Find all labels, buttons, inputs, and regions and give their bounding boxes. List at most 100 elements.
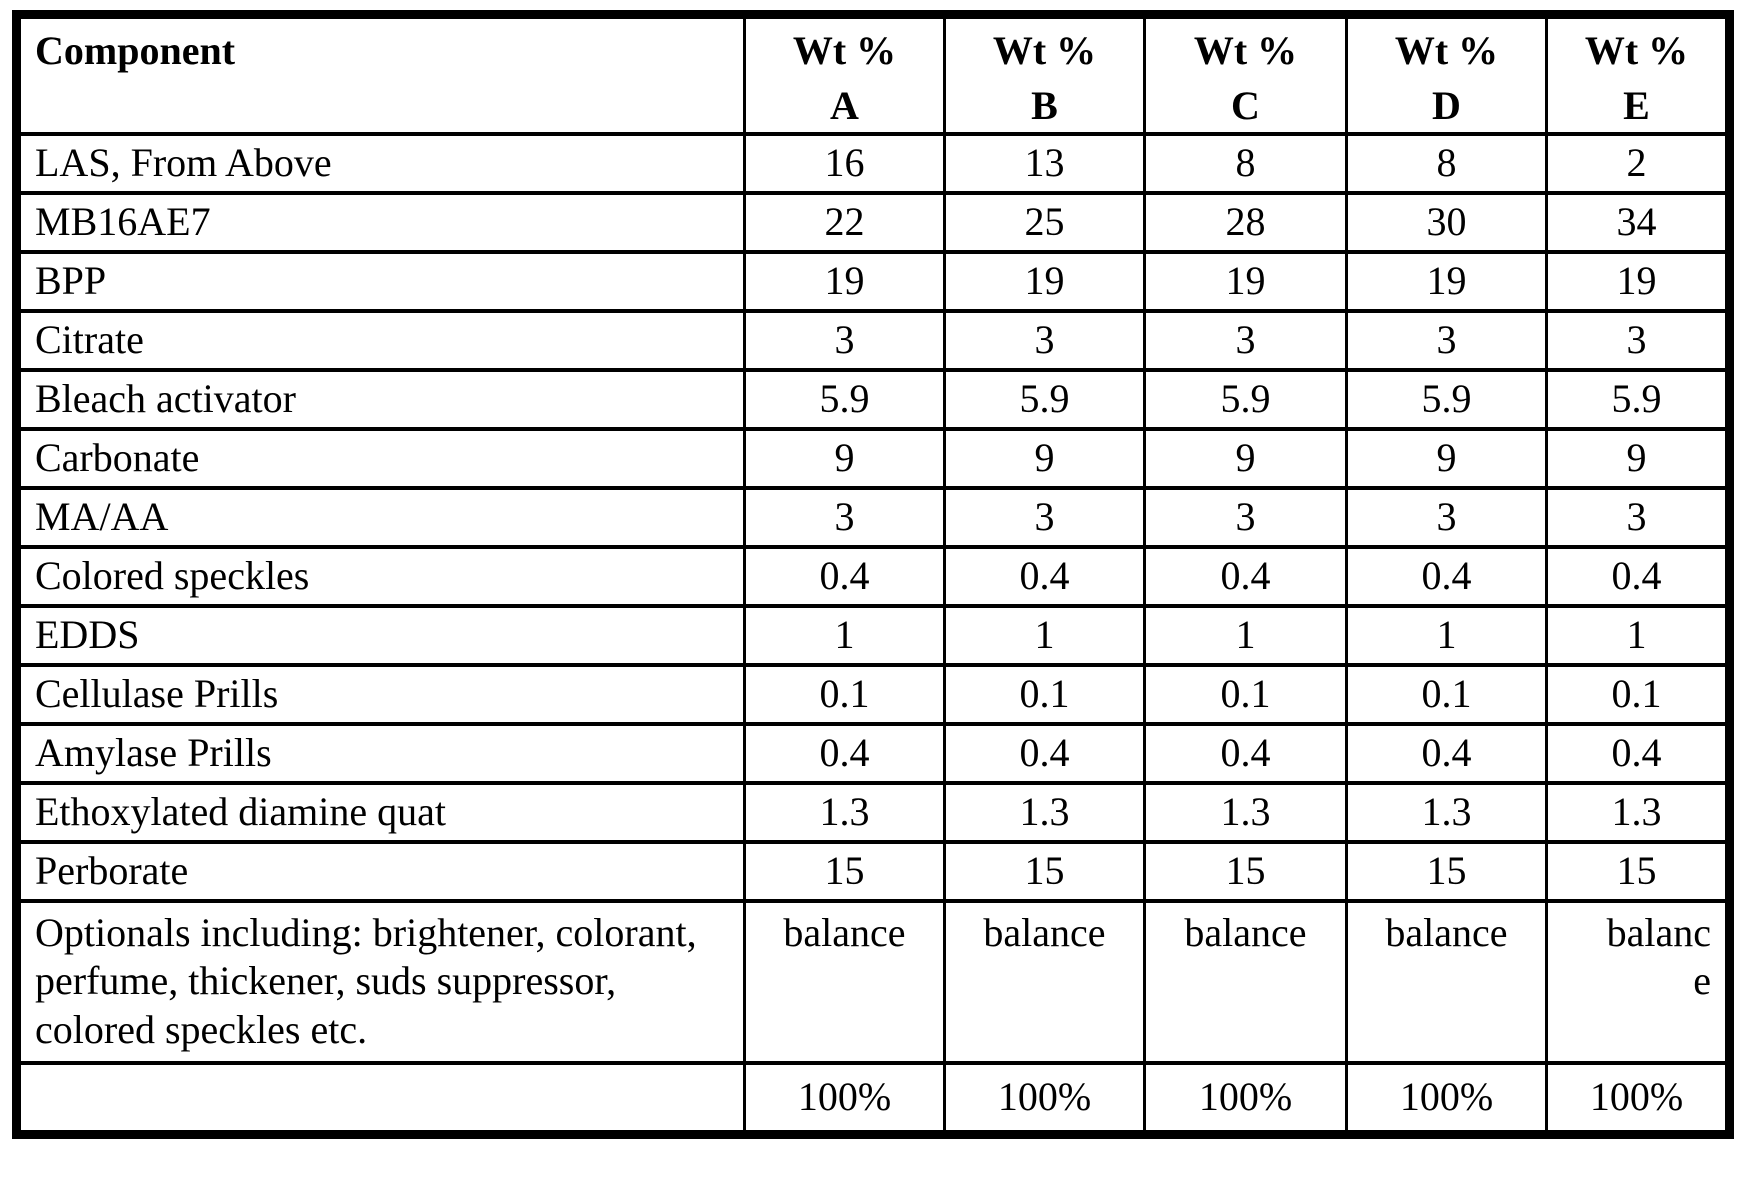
value-cell: 3: [1345, 308, 1548, 372]
value-cell: 0.1: [1143, 662, 1348, 726]
value-cell: 19: [1345, 249, 1548, 313]
value-cell: 1: [943, 603, 1146, 667]
component-cell: Colored speckles: [15, 544, 746, 608]
value-cell: 5.9: [943, 367, 1146, 431]
value-cell: 3: [1345, 485, 1548, 549]
value-cell: 9: [943, 426, 1146, 490]
column-header-wt-d: Wt % D: [1345, 12, 1548, 136]
component-cell: LAS, From Above: [15, 131, 746, 195]
value-cell: 15: [1345, 839, 1548, 903]
table-row: Ethoxylated diamine quat 1.3 1.3 1.3 1.3 1.3: [15, 780, 1731, 844]
value-cell: 2: [1545, 131, 1731, 195]
value-cell: 100%: [1143, 1060, 1348, 1137]
table-row: Optionals including: brightener, coloran…: [15, 898, 1731, 1065]
table-row: MA/AA 3 3 3 3 3: [15, 485, 1731, 549]
value-cell: balanc e: [1545, 898, 1731, 1065]
value-cell: 28: [1143, 190, 1348, 254]
column-letter-d: D: [1432, 82, 1461, 128]
table-row: BPP 19 19 19 19 19: [15, 249, 1731, 313]
value-cell: balance: [1345, 898, 1548, 1065]
value-cell: 100%: [743, 1060, 946, 1137]
value-cell: 3: [1545, 485, 1731, 549]
value-cell: 0.4: [1143, 721, 1348, 785]
value-cell: balance: [1143, 898, 1348, 1065]
value-cell: 5.9: [743, 367, 946, 431]
component-cell: EDDS: [15, 603, 746, 667]
column-letter-b: B: [1031, 82, 1058, 128]
value-cell: 8: [1143, 131, 1348, 195]
component-cell: Citrate: [15, 308, 746, 372]
value-cell: 0.1: [743, 662, 946, 726]
table-row: Amylase Prills 0.4 0.4 0.4 0.4 0.4: [15, 721, 1731, 785]
value-cell: 1: [1143, 603, 1348, 667]
value-cell: 15: [1143, 839, 1348, 903]
component-cell: Bleach activator: [15, 367, 746, 431]
value-cell: 19: [943, 249, 1146, 313]
component-cell: MB16AE7: [15, 190, 746, 254]
value-cell: balance: [943, 898, 1146, 1065]
value-cell: 3: [743, 308, 946, 372]
value-cell: 3: [1143, 485, 1348, 549]
value-cell: 0.4: [943, 721, 1146, 785]
value-cell: 9: [1143, 426, 1348, 490]
column-letter-a: A: [830, 82, 859, 128]
value-cell: 16: [743, 131, 946, 195]
value-cell: 1.3: [1345, 780, 1548, 844]
value-cell: 0.4: [743, 721, 946, 785]
table-header: Component Wt % A Wt % B Wt % C Wt % D: [15, 12, 1731, 136]
value-cell: 1: [1545, 603, 1731, 667]
value-cell: 0.4: [1545, 544, 1731, 608]
value-cell: 3: [943, 308, 1146, 372]
value-cell: 9: [1345, 426, 1548, 490]
value-cell: 19: [1143, 249, 1348, 313]
table-row: Carbonate 9 9 9 9 9: [15, 426, 1731, 490]
value-cell: 3: [1545, 308, 1731, 372]
header-row: Component Wt % A Wt % B Wt % C Wt % D: [15, 12, 1731, 136]
table-row: EDDS 1 1 1 1 1: [15, 603, 1731, 667]
wt-label: Wt %: [1584, 28, 1689, 73]
component-cell: Optionals including: brightener, coloran…: [15, 898, 746, 1065]
table-body: LAS, From Above 16 13 8 8 2 MB16AE7 22 25 28 30 34 B…: [15, 131, 1731, 1137]
value-cell: 3: [943, 485, 1146, 549]
value-cell: 0.4: [1143, 544, 1348, 608]
column-header-wt-e: Wt % E: [1545, 12, 1731, 136]
table-row: LAS, From Above 16 13 8 8 2: [15, 131, 1731, 195]
value-cell: 3: [1143, 308, 1348, 372]
formulation-table: Component Wt % A Wt % B Wt % C Wt % D: [12, 10, 1734, 1140]
value-cell: 19: [743, 249, 946, 313]
component-cell: Perborate: [15, 839, 746, 903]
value-cell: 0.4: [1345, 544, 1548, 608]
value-cell: 0.4: [1345, 721, 1548, 785]
value-cell: 30: [1345, 190, 1548, 254]
column-header-wt-b: Wt % B: [943, 12, 1146, 136]
wt-label: Wt %: [1193, 28, 1298, 73]
column-header-wt-c: Wt % C: [1143, 12, 1348, 136]
component-cell: MA/AA: [15, 485, 746, 549]
value-cell: 15: [1545, 839, 1731, 903]
value-cell: 0.1: [1345, 662, 1548, 726]
column-letter-e: E: [1623, 82, 1650, 128]
value-cell: 8: [1345, 131, 1548, 195]
value-cell: 100%: [1345, 1060, 1548, 1137]
component-cell: Ethoxylated diamine quat: [15, 780, 746, 844]
wt-label: Wt %: [1394, 28, 1499, 73]
value-cell: 1: [743, 603, 946, 667]
component-cell: Carbonate: [15, 426, 746, 490]
value-cell: 0.4: [1545, 721, 1731, 785]
value-cell: 9: [1545, 426, 1731, 490]
component-cell: BPP: [15, 249, 746, 313]
value-cell: 15: [943, 839, 1146, 903]
component-cell: [15, 1060, 746, 1137]
value-cell: 1: [1345, 603, 1548, 667]
value-cell: 15: [743, 839, 946, 903]
value-cell: 9: [743, 426, 946, 490]
table-row: MB16AE7 22 25 28 30 34: [15, 190, 1731, 254]
value-cell: 19: [1545, 249, 1731, 313]
table-row: Perborate 15 15 15 15 15: [15, 839, 1731, 903]
value-cell: 5.9: [1345, 367, 1548, 431]
value-cell: 13: [943, 131, 1146, 195]
table-row: Citrate 3 3 3 3 3: [15, 308, 1731, 372]
table-row: Cellulase Prills 0.1 0.1 0.1 0.1 0.1: [15, 662, 1731, 726]
value-cell: 1.3: [743, 780, 946, 844]
